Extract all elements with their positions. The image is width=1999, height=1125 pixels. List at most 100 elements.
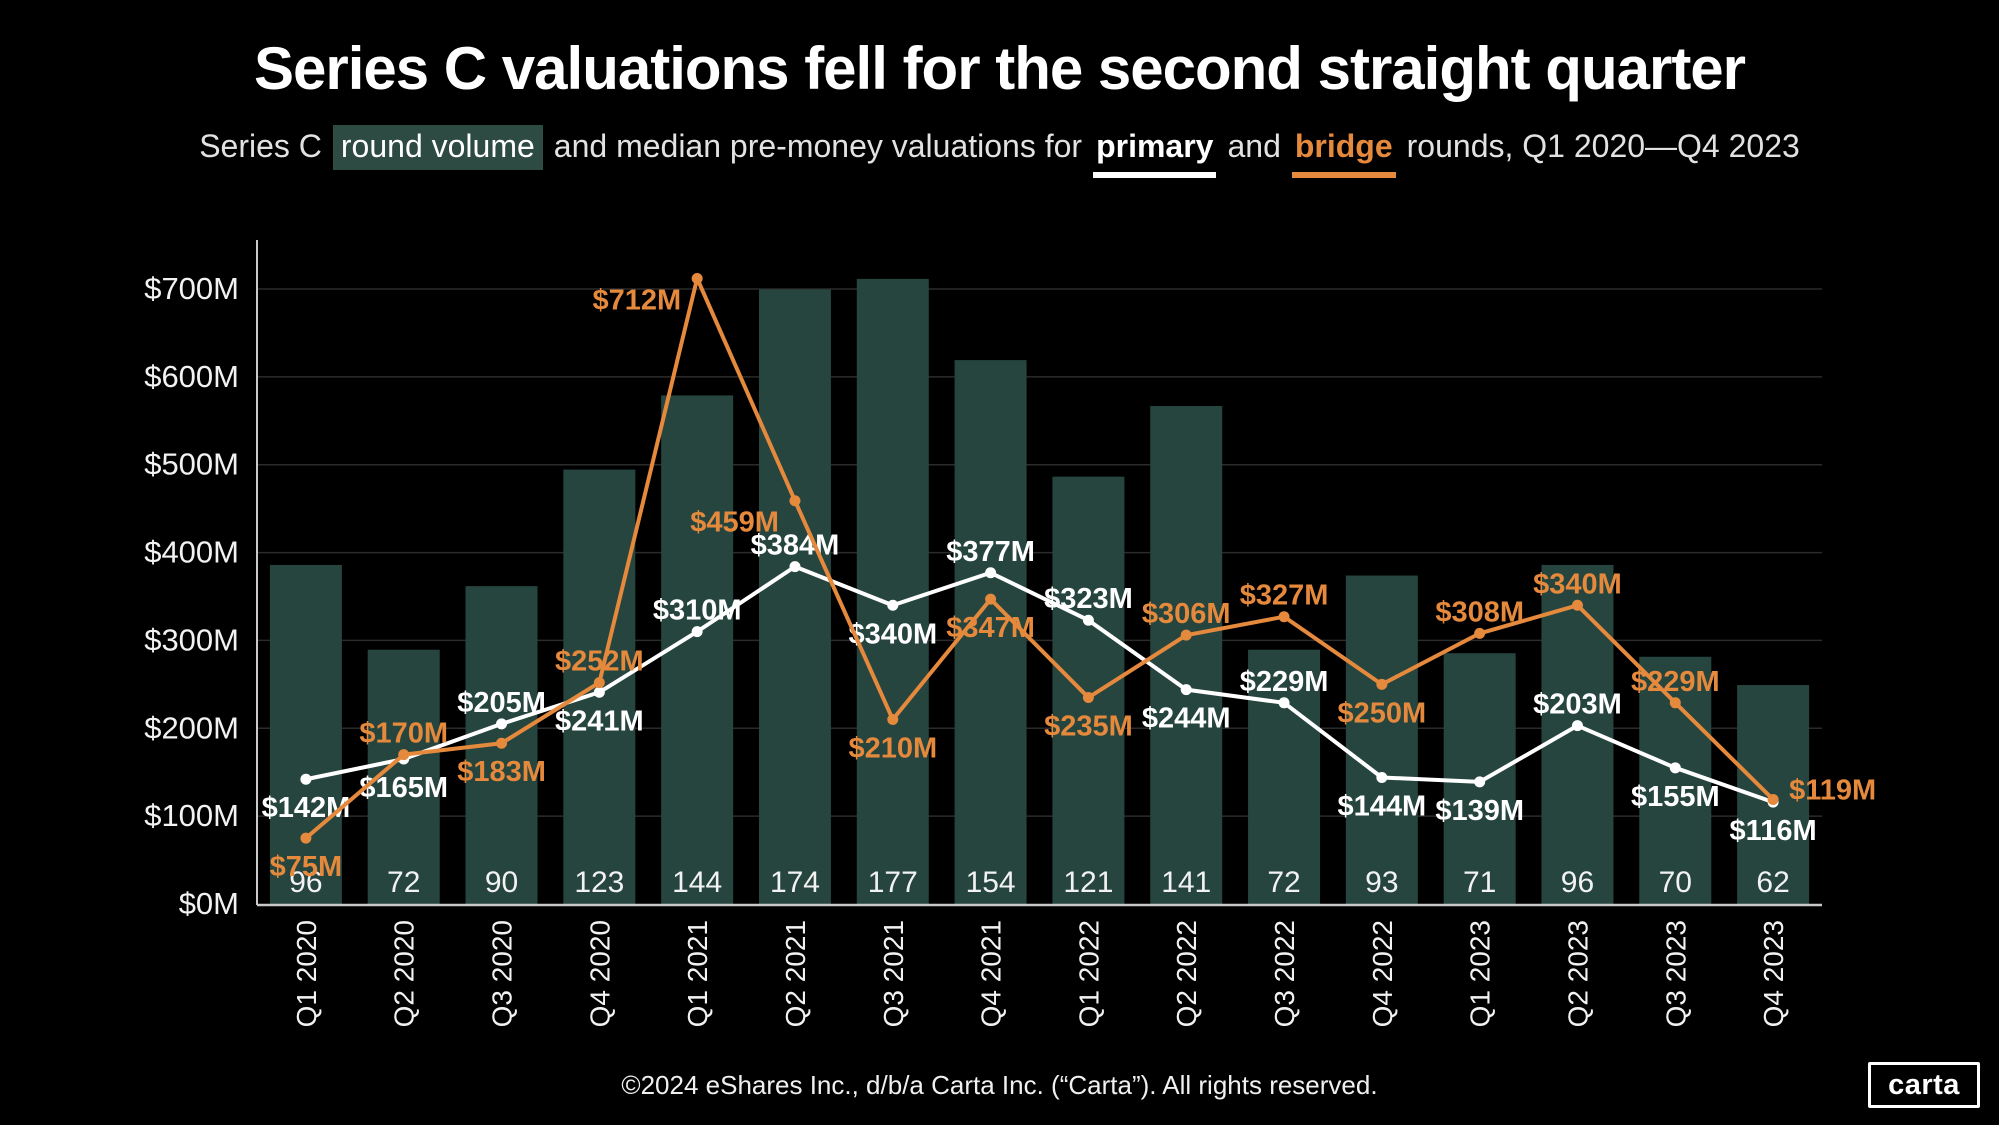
- primary-value-label: $323M: [1044, 583, 1133, 615]
- primary-value-label: $205M: [457, 687, 546, 719]
- bar-q1-2022: [1052, 476, 1125, 904]
- bridge-point-q4-2020: [593, 677, 605, 689]
- x-tick-label: Q1 2020: [291, 920, 322, 1027]
- page-title: Series C valuations fell for the second …: [253, 35, 1746, 102]
- bar-count-label: 70: [1659, 866, 1692, 899]
- bar-count-label: 154: [966, 866, 1016, 899]
- primary-value-label: $310M: [653, 595, 742, 627]
- bridge-point-q4-2021: [985, 593, 997, 605]
- bridge-point-q3-2023: [1669, 697, 1681, 709]
- bridge-value-label: $250M: [1338, 697, 1427, 729]
- primary-value-label: $241M: [555, 705, 644, 737]
- bridge-value-label: $459M: [690, 507, 779, 539]
- bar-count-label: 93: [1365, 866, 1398, 899]
- bar-count-label: 62: [1756, 866, 1789, 899]
- y-tick-label: $500M: [144, 447, 239, 482]
- bridge-value-label: $252M: [555, 646, 644, 678]
- y-tick-label: $0M: [179, 886, 239, 921]
- bar-count-label: 96: [1561, 866, 1594, 899]
- bridge-value-label: $347M: [946, 612, 1035, 644]
- bar-q2-2021: [758, 289, 831, 904]
- primary-value-label: $139M: [1435, 795, 1524, 827]
- x-tick-label: Q2 2022: [1171, 920, 1202, 1027]
- subtitle-part3: and: [1227, 128, 1281, 164]
- primary-point-q2-2021: [789, 561, 801, 573]
- y-tick-label: $200M: [144, 710, 239, 745]
- bridge-point-q3-2021: [887, 714, 899, 725]
- legend-bridge: bridge: [1291, 128, 1396, 178]
- bar-count-label: 72: [1267, 866, 1300, 899]
- bar-count-label: 71: [1463, 866, 1496, 899]
- y-tick-label: $600M: [144, 359, 239, 394]
- x-tick-label: Q4 2021: [976, 920, 1007, 1027]
- bridge-point-q2-2022: [1180, 629, 1192, 641]
- bridge-value-label: $327M: [1240, 580, 1329, 612]
- y-tick-label: $400M: [144, 535, 239, 570]
- x-tick-label: Q3 2022: [1269, 920, 1300, 1027]
- bridge-point-q2-2020: [398, 749, 410, 761]
- primary-line: [305, 564, 1774, 804]
- bar-q4-2022: [1345, 575, 1418, 904]
- primary-point-q3-2022: [1278, 697, 1290, 709]
- legend-primary: primary: [1093, 128, 1217, 178]
- primary-point-q2-2022: [1180, 684, 1192, 696]
- primary-value-label: $144M: [1338, 790, 1427, 822]
- carta-logo-text: carta: [1888, 1068, 1960, 1101]
- x-tick-label: Q4 2022: [1367, 920, 1398, 1027]
- y-tick-label: $100M: [144, 798, 239, 833]
- x-tick-label: Q4 2020: [584, 920, 615, 1027]
- x-tick-label: Q2 2020: [389, 920, 420, 1027]
- bar-count-label: 174: [770, 866, 820, 899]
- bridge-value-label: $235M: [1044, 711, 1133, 743]
- primary-point-q3-2023: [1669, 762, 1681, 774]
- bridge-point-q1-2023: [1474, 627, 1486, 639]
- carta-logo: carta: [1868, 1062, 1980, 1108]
- primary-point-q1-2022: [1082, 614, 1094, 626]
- bridge-point-q2-2021: [789, 495, 801, 507]
- primary-value-label: $155M: [1631, 781, 1720, 813]
- subtitle-part4: rounds, Q1 2020—Q4 2023: [1406, 128, 1800, 164]
- footer-copyright: ©2024 eShares Inc., d/b/a Carta Inc. (“C…: [621, 1070, 1378, 1100]
- bridge-point-q3-2022: [1278, 611, 1290, 623]
- bridge-value-label: $210M: [848, 733, 937, 765]
- bridge-point-q1-2021: [691, 272, 703, 284]
- bar-q3-2021: [856, 278, 929, 904]
- bar-q4-2021: [954, 360, 1027, 904]
- primary-value-label: $142M: [262, 792, 351, 824]
- bar-count-label: 177: [868, 866, 918, 899]
- y-tick-label: $300M: [144, 622, 239, 657]
- subtitle-part2: and median pre-money valuations for: [553, 128, 1083, 164]
- bridge-value-label: $229M: [1631, 666, 1720, 698]
- x-tick-label: Q1 2022: [1073, 920, 1104, 1027]
- bridge-point-q1-2022: [1082, 692, 1094, 704]
- bridge-point-q3-2020: [496, 737, 508, 749]
- primary-point-q2-2023: [1571, 720, 1583, 732]
- bridge-value-label: $306M: [1142, 598, 1231, 630]
- bar-count-label: 90: [485, 866, 518, 899]
- page-subtitle: Series C round volume and median pre-mon…: [0, 125, 1999, 178]
- bridge-value-label: $712M: [592, 284, 681, 316]
- bridge-value-label: $183M: [457, 756, 546, 788]
- bridge-line: [304, 276, 1775, 840]
- primary-value-label: $340M: [848, 618, 937, 650]
- primary-point-q3-2020: [496, 718, 508, 730]
- bar-q1-2020: [269, 564, 342, 904]
- x-tick-label: Q1 2023: [1465, 920, 1496, 1027]
- subtitle-part1: Series C: [199, 128, 322, 164]
- bar-count-label: 123: [574, 866, 624, 899]
- x-tick-label: Q3 2023: [1660, 920, 1691, 1027]
- bar-count-label: 121: [1063, 866, 1113, 899]
- x-tick-label: Q3 2020: [487, 920, 518, 1027]
- bar-count-label: 72: [387, 866, 420, 899]
- bar-count-label: 141: [1161, 866, 1211, 899]
- bridge-point-q1-2020: [300, 832, 312, 844]
- primary-value-label: $116M: [1730, 815, 1817, 847]
- primary-point-q4-2022: [1376, 771, 1388, 783]
- x-tick-label: Q2 2023: [1562, 920, 1593, 1027]
- bridge-value-label: $170M: [359, 718, 448, 750]
- bridge-value-label: $119M: [1789, 774, 1876, 806]
- chart-header: Series C valuations fell for the second …: [0, 34, 1999, 178]
- bar-q2-2022: [1150, 406, 1223, 904]
- primary-value-label: $203M: [1533, 689, 1622, 721]
